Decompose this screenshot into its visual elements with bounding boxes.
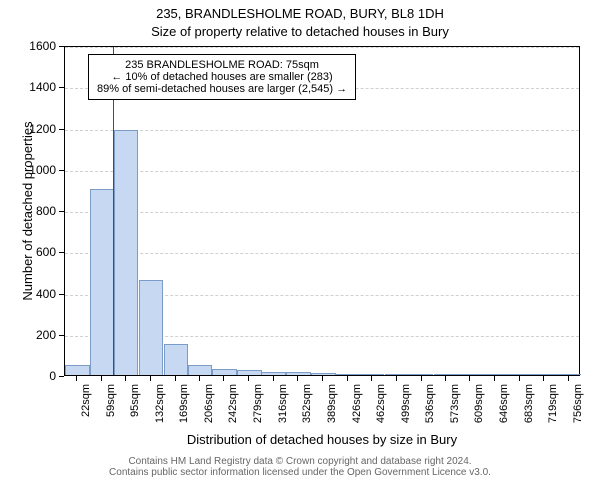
- y-tick-mark: [59, 252, 64, 253]
- y-tick-label: 400: [16, 287, 56, 301]
- y-tick-mark: [59, 87, 64, 88]
- y-tick-mark: [59, 335, 64, 336]
- y-tick-mark: [59, 129, 64, 130]
- y-tick-label: 1400: [16, 80, 56, 94]
- histogram-bar: [507, 374, 532, 375]
- y-tick-mark: [59, 211, 64, 212]
- y-tick-mark: [59, 376, 64, 377]
- x-tick-mark: [199, 376, 200, 381]
- x-axis-title: Distribution of detached houses by size …: [64, 432, 580, 447]
- histogram-bar: [237, 370, 262, 375]
- histogram-bar: [139, 280, 164, 375]
- x-tick-mark: [543, 376, 544, 381]
- x-tick-mark: [519, 376, 520, 381]
- chart-container: 235, BRANDLESHOLME ROAD, BURY, BL8 1DH S…: [0, 0, 600, 500]
- x-tick-mark: [297, 376, 298, 381]
- footer-line-2: Contains public sector information licen…: [0, 467, 600, 478]
- footer: Contains HM Land Registry data © Crown c…: [0, 456, 600, 478]
- y-tick-label: 200: [16, 328, 56, 342]
- annotation-line-3: 89% of semi-detached houses are larger (…: [97, 83, 347, 95]
- histogram-bar: [335, 374, 360, 375]
- histogram-bar: [409, 374, 434, 375]
- histogram-bar: [458, 374, 483, 375]
- histogram-bar: [434, 374, 459, 375]
- y-tick-label: 1600: [16, 39, 56, 53]
- x-tick-mark: [494, 376, 495, 381]
- gridline: [65, 171, 579, 172]
- histogram-bar: [261, 372, 286, 375]
- x-tick-mark: [568, 376, 569, 381]
- histogram-bar: [360, 374, 385, 375]
- x-tick-mark: [445, 376, 446, 381]
- x-tick-mark: [421, 376, 422, 381]
- y-tick-label: 800: [16, 204, 56, 218]
- x-tick-mark: [396, 376, 397, 381]
- histogram-bar: [532, 374, 557, 375]
- gridline: [65, 47, 579, 48]
- histogram-bar: [385, 374, 410, 375]
- gridline: [65, 253, 579, 254]
- chart-supertitle: 235, BRANDLESHOLME ROAD, BURY, BL8 1DH: [0, 6, 600, 21]
- gridline: [65, 130, 579, 131]
- x-tick-mark: [248, 376, 249, 381]
- y-tick-mark: [59, 294, 64, 295]
- x-tick-mark: [150, 376, 151, 381]
- x-tick-mark: [347, 376, 348, 381]
- x-tick-mark: [273, 376, 274, 381]
- histogram-bar: [212, 369, 237, 375]
- histogram-bar: [311, 373, 336, 375]
- histogram-bar: [482, 374, 507, 375]
- x-tick-mark: [322, 376, 323, 381]
- histogram-bar: [286, 372, 311, 375]
- histogram-bar: [65, 365, 90, 375]
- y-tick-mark: [59, 46, 64, 47]
- y-tick-label: 600: [16, 245, 56, 259]
- annotation-box: 235 BRANDLESHOLME ROAD: 75sqm ← 10% of d…: [88, 54, 356, 100]
- x-tick-mark: [175, 376, 176, 381]
- histogram-bar: [90, 189, 115, 375]
- histogram-bar: [188, 365, 213, 375]
- x-tick-mark: [76, 376, 77, 381]
- gridline: [65, 212, 579, 213]
- x-tick-mark: [469, 376, 470, 381]
- y-tick-label: 1000: [16, 163, 56, 177]
- y-tick-label: 0: [16, 369, 56, 383]
- footer-line-1: Contains HM Land Registry data © Crown c…: [0, 456, 600, 467]
- y-tick-label: 1200: [16, 122, 56, 136]
- chart-subtitle: Size of property relative to detached ho…: [0, 24, 600, 39]
- x-tick-mark: [125, 376, 126, 381]
- x-tick-mark: [223, 376, 224, 381]
- histogram-bar: [164, 344, 189, 375]
- y-tick-mark: [59, 170, 64, 171]
- histogram-bar: [556, 374, 581, 375]
- x-tick-mark: [371, 376, 372, 381]
- annotation-line-2: ← 10% of detached houses are smaller (28…: [97, 71, 347, 83]
- annotation-line-1: 235 BRANDLESHOLME ROAD: 75sqm: [97, 59, 347, 71]
- x-tick-mark: [101, 376, 102, 381]
- histogram-bar: [114, 130, 139, 375]
